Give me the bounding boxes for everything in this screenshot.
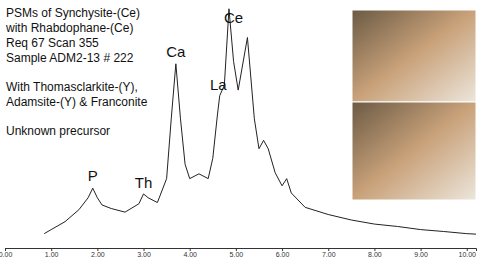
x-tick: 5.00 bbox=[230, 248, 244, 258]
note: Req 67 Scan 355 bbox=[6, 36, 99, 50]
x-tick-label: 5.00 bbox=[230, 251, 244, 258]
x-tick-label: 6.00 bbox=[276, 251, 290, 258]
x-tick: 4.00 bbox=[183, 248, 197, 258]
spectrum-line bbox=[44, 9, 476, 234]
chart: 0.00 1.00 2.00 3.00 4.00 5.00 6.00 7.00 8.00 9.00… bbox=[0, 0, 480, 259]
note: Adamsite-(Y) & Franconite bbox=[6, 95, 148, 109]
peak-label: P bbox=[88, 167, 98, 184]
x-tick: 6.00 bbox=[276, 248, 290, 258]
note: With Thomasclarkite-(Y), bbox=[6, 80, 138, 94]
x-axis: 0.00 1.00 2.00 3.00 4.00 5.00 6.00 7.00 8.00 9.00… bbox=[0, 248, 477, 258]
peak-label: La bbox=[210, 76, 227, 93]
x-tick-label: 7.00 bbox=[322, 251, 336, 258]
x-tick-label: 3.00 bbox=[137, 251, 151, 258]
note: Sample ADM2-13 # 222 bbox=[6, 51, 134, 65]
note: Unknown precursor bbox=[6, 124, 110, 138]
x-tick-label: 9.00 bbox=[414, 251, 428, 258]
x-tick: 9.00 bbox=[414, 248, 428, 258]
photo-0 bbox=[352, 10, 476, 102]
x-tick-label: 2.00 bbox=[91, 251, 105, 258]
peak-label: Ca bbox=[166, 43, 186, 60]
plot-area bbox=[44, 9, 476, 234]
x-tick: 8.00 bbox=[368, 248, 382, 258]
x-tick-label: 1.00 bbox=[45, 251, 59, 258]
x-tick: 2.00 bbox=[91, 248, 105, 258]
x-tick-label: 0.00 bbox=[0, 251, 12, 258]
x-tick: 1.00 bbox=[45, 248, 59, 258]
x-tick-label: 10.00 bbox=[458, 251, 476, 258]
x-tick-label: 4.00 bbox=[183, 251, 197, 258]
x-tick: 0.00 bbox=[0, 248, 12, 258]
x-tick-label: 8.00 bbox=[368, 251, 382, 258]
x-tick: 10.00 bbox=[458, 248, 476, 258]
note: with Rhabdophane-(Ce) bbox=[5, 21, 133, 35]
peak-label: Ce bbox=[224, 9, 243, 26]
photo-1 bbox=[352, 102, 476, 200]
x-tick: 7.00 bbox=[322, 248, 336, 258]
peak-label: Th bbox=[135, 174, 153, 191]
note: PSMs of Synchysite-(Ce) bbox=[6, 6, 140, 20]
x-tick: 3.00 bbox=[137, 248, 151, 258]
